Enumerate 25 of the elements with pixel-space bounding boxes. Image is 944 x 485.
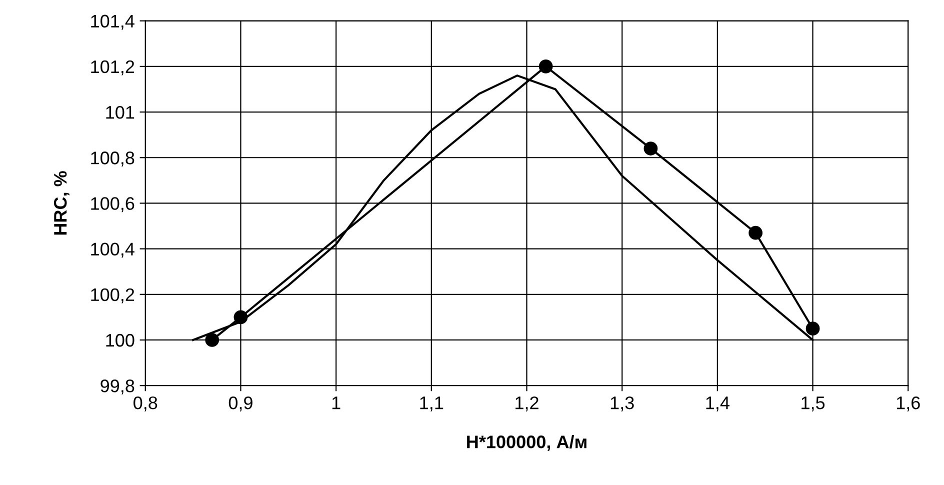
point — [806, 322, 820, 336]
y-tick-label: 99,8 — [100, 380, 134, 394]
point — [538, 60, 553, 74]
y-tick-label: 100,8 — [91, 152, 134, 166]
y-axis-title: HRC, % — [54, 171, 70, 235]
x-tick-label: 0,8 — [134, 396, 158, 412]
y-tick-label: 101,2 — [91, 60, 134, 76]
x-tick-label: 1 — [332, 396, 340, 410]
x-tick-label: 1,4 — [706, 396, 730, 412]
y-tick-label: 100,2 — [91, 288, 134, 304]
x-tick-label: 1,2 — [516, 396, 538, 412]
x-tick-label: 0,9 — [228, 396, 252, 412]
x-tick-label: 1,1 — [420, 396, 444, 412]
x-tick-label: 1,6 — [896, 396, 920, 412]
y-tick-label: 101 — [106, 106, 134, 119]
y-tick-label: 100,6 — [91, 197, 134, 212]
point — [205, 333, 220, 347]
x-axis-title: H*100000, А/м — [467, 435, 586, 451]
x-tick-label: 1,5 — [802, 396, 825, 412]
point — [748, 226, 763, 240]
y-tick-label: 100 — [106, 334, 134, 347]
x-tick-label: 1,3 — [610, 396, 634, 412]
point — [644, 142, 658, 156]
y-tick-label: 100,4 — [91, 242, 134, 258]
y-tick-label: 101,4 — [91, 14, 134, 30]
